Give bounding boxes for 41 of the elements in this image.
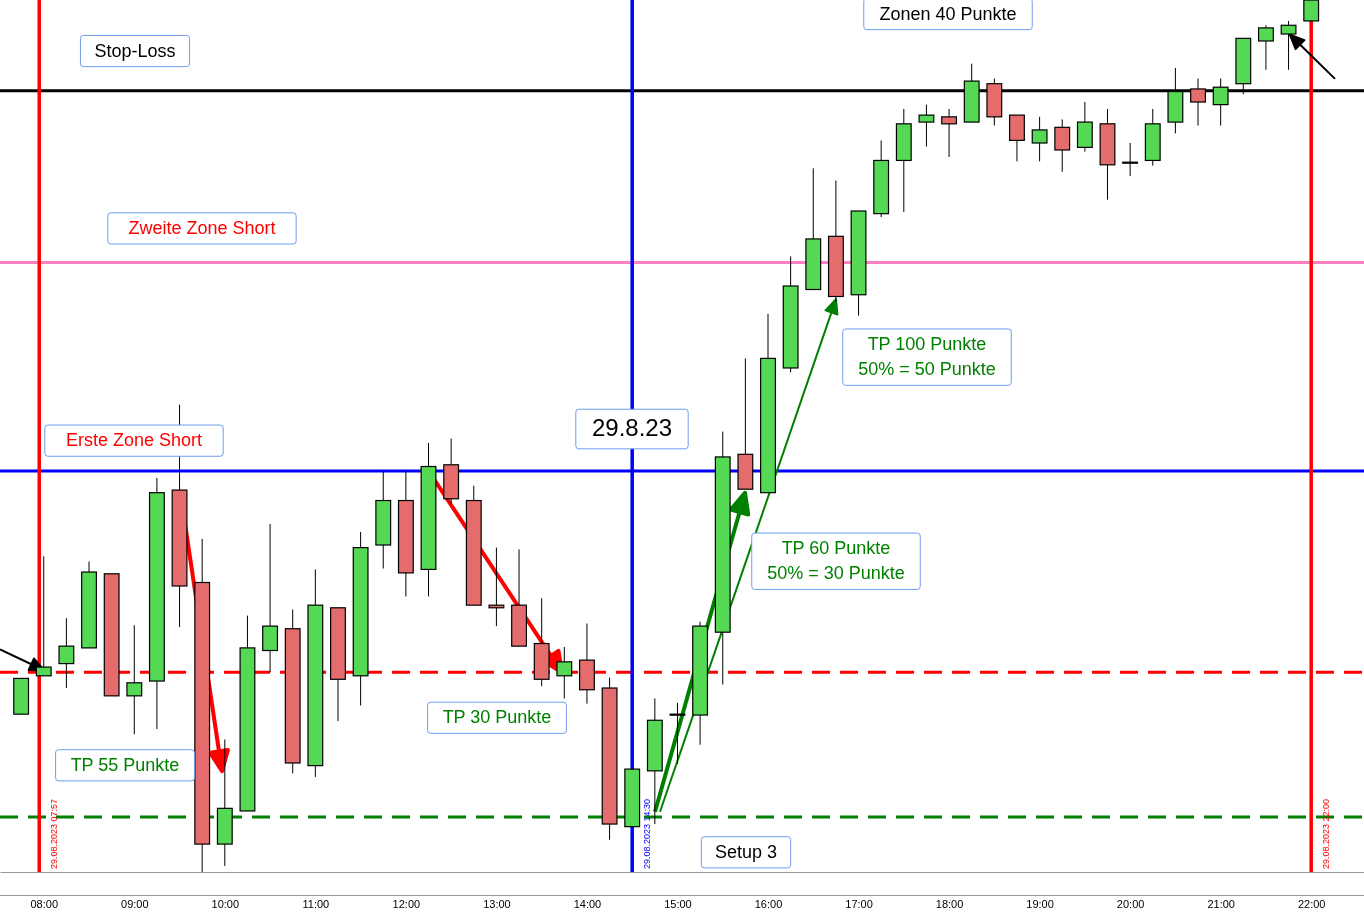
annotation: TP 30 Punkte: [442, 707, 552, 728]
x-tick-label: 15:00: [664, 897, 692, 910]
x-tick-label: 10:00: [211, 897, 240, 910]
annotation: TP 55 Punkte: [70, 754, 180, 775]
x-tick-label: 09:00: [121, 897, 149, 910]
ref-line-label: 29.08.2023 22:00: [1321, 798, 1332, 869]
x-tick-label: 11:00: [302, 897, 330, 910]
candlestick: [1122, 142, 1139, 177]
ref-line-label: 29.08.2023 07:57: [49, 798, 60, 869]
candlestick: [35, 555, 52, 677]
candlestick: [1257, 24, 1274, 71]
candlestick: [669, 702, 686, 765]
candlestick: [941, 108, 958, 158]
annotation: Zonen 40 Punkte: [879, 3, 1017, 24]
annotation: Erste Zone Short: [65, 430, 203, 451]
annotation: Zweite Zone Short: [128, 217, 276, 238]
candlestick: [126, 624, 143, 735]
x-tick-label: 18:00: [935, 897, 964, 910]
annotation: TP 60 Punkte 50% = 30 Punkte: [767, 538, 905, 584]
x-tick-label: 17:00: [845, 897, 873, 910]
x-tick-label: 20:00: [1116, 897, 1145, 910]
candlestick: [58, 617, 75, 689]
annotation: 29.8.23: [591, 414, 673, 442]
candlestick: [556, 646, 573, 699]
x-tick-label: 19:00: [1026, 897, 1054, 910]
x-tick-label: 08:00: [30, 897, 59, 910]
x-tick-label: 12:00: [392, 897, 421, 910]
annotation: Setup 3: [714, 841, 778, 862]
candlestick: [1280, 20, 1297, 71]
x-tick-label: 16:00: [754, 897, 783, 910]
candlestick: [918, 104, 935, 147]
candlestick: [1031, 116, 1048, 162]
candlestick: [1303, 0, 1320, 22]
candlestick: [1054, 118, 1071, 173]
x-tick-label: 14:00: [573, 897, 602, 910]
ref-line-label: 29.08.2023 14:30: [642, 798, 653, 869]
x-tick-label: 21:00: [1207, 897, 1235, 910]
annotation: TP 100 Punkte 50% = 50 Punkte: [858, 334, 996, 380]
x-tick-label: 13:00: [483, 897, 511, 910]
x-tick-label: 22:00: [1297, 897, 1326, 910]
annotation: Stop-Loss: [94, 40, 176, 61]
